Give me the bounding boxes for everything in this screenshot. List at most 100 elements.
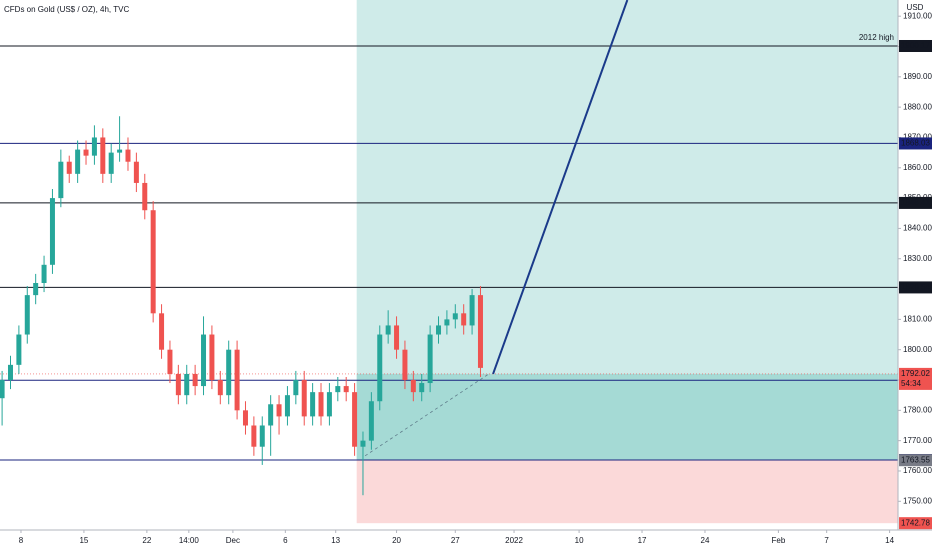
candle-body [410, 380, 416, 393]
price-label-bg [899, 517, 932, 530]
price-label-bg [899, 137, 932, 150]
y-tick-label: 1910.00 [903, 11, 932, 20]
candle-body [436, 325, 442, 335]
y-tick-label: 1780.00 [903, 405, 932, 414]
candle-body [259, 425, 265, 447]
x-tick-label: 8 [19, 536, 24, 545]
price-label: 1792.02 [901, 369, 930, 378]
x-tick-label: Dec [226, 536, 240, 545]
candle-body [201, 334, 207, 387]
candle-body [159, 313, 165, 350]
price-label-bg [899, 196, 932, 209]
chart-title: CFDs on Gold (US$ / OZ), 4h, TVC [4, 5, 129, 14]
y-tick-label: 1840.00 [903, 224, 932, 233]
candle-body [276, 404, 282, 417]
candle-body [343, 386, 349, 393]
candle-body [125, 149, 131, 162]
x-tick-label: 14 [885, 536, 894, 545]
price-label: 1820.54 [901, 283, 930, 292]
price-label-bg [899, 454, 932, 467]
candle-body [419, 383, 425, 393]
y-tick-label: 1760.00 [903, 466, 932, 475]
plot-area: 2012 high [0, 0, 898, 524]
candle-body [444, 319, 450, 326]
candle-body [335, 386, 341, 393]
countdown: 54:34 [901, 379, 922, 388]
candle-body [41, 264, 47, 283]
stop-zone [356, 459, 898, 524]
x-tick-label: 7 [824, 536, 829, 545]
x-tick-label: 17 [638, 536, 647, 545]
candle-body [402, 349, 408, 381]
projection-line [492, 0, 629, 375]
y-tick-label: 1770.00 [903, 436, 932, 445]
candle-body [0, 380, 5, 399]
candle-body [66, 161, 72, 174]
candle-body [360, 440, 366, 447]
candle-body [91, 137, 97, 156]
candle-body [58, 161, 64, 199]
candle-body [217, 380, 223, 396]
candle-body [427, 334, 433, 384]
x-tick-label: 27 [451, 536, 460, 545]
candle-body [352, 392, 358, 447]
price-label-bg [899, 367, 932, 390]
candle-body [394, 325, 400, 350]
x-tick-label: 15 [79, 536, 88, 545]
y-tick-label: 1860.00 [903, 163, 932, 172]
price-label: 1742.78 [901, 518, 930, 527]
candle-body [368, 401, 374, 441]
candle-body [167, 349, 173, 374]
candle-body [142, 182, 148, 211]
candle-body [49, 198, 55, 265]
dashed-line [364, 373, 490, 457]
x-tick-label: 24 [701, 536, 710, 545]
candle-body [24, 295, 30, 335]
currency: USD [907, 3, 924, 12]
candle-body [100, 137, 106, 174]
annotation: 2012 high [859, 33, 894, 42]
candle-body [117, 149, 123, 153]
y-tick-label: 1810.00 [903, 314, 932, 323]
y-tick-label: 1830.00 [903, 254, 932, 263]
candle-body [133, 161, 139, 183]
x-tick-label: 20 [392, 536, 401, 545]
x-tick-label: 22 [142, 536, 151, 545]
y-tick-label: 1750.00 [903, 496, 932, 505]
candle-body [293, 380, 299, 396]
x-tick-label: 14:00 [179, 536, 200, 545]
y-tick-label: 1880.00 [903, 102, 932, 111]
candle-body [461, 313, 467, 326]
candle-body [7, 364, 13, 381]
x-tick-label: 2022 [505, 536, 523, 545]
y-tick-label: 1890.00 [903, 72, 932, 81]
candle-body [184, 373, 190, 396]
candle-body [234, 349, 240, 411]
candle-body [477, 295, 483, 368]
candle-body [83, 149, 89, 156]
candle-body [108, 152, 114, 174]
candle-body [192, 373, 198, 387]
candle-body [301, 380, 307, 417]
candle-body [268, 404, 274, 426]
candle-body [326, 392, 332, 417]
price-label: 1868.03 [901, 139, 930, 148]
price-label: 1763.55 [901, 455, 930, 464]
price-label-bg [899, 39, 932, 52]
price-label: 1848.41 [901, 198, 930, 207]
x-tick-label: 6 [283, 536, 288, 545]
candle-body [226, 349, 232, 396]
x-tick-label: 10 [575, 536, 584, 545]
candle-body [33, 282, 39, 296]
x-tick-label: Feb [772, 536, 786, 545]
x-tick-label: 13 [331, 536, 340, 545]
y-tick-label: 1800.00 [903, 345, 932, 354]
candle-body [251, 425, 257, 447]
target-zone [356, 0, 898, 460]
candle-body [75, 149, 81, 174]
entry-zone [356, 373, 898, 460]
candle-body [150, 210, 156, 314]
candle-body [377, 334, 383, 402]
candle-body [175, 373, 181, 396]
